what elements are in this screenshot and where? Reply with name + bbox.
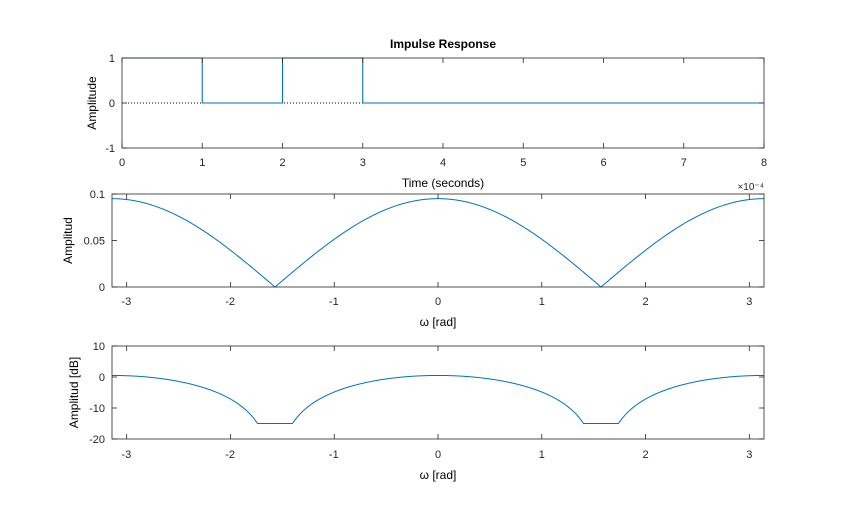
plot-content <box>112 374 764 424</box>
y-axis-label: Amplitude <box>85 76 99 130</box>
x-tick-label: 1 <box>539 449 545 461</box>
x-tick-label: 3 <box>746 296 752 308</box>
tick-marks <box>112 345 764 440</box>
x-axis-label: ω [rad] <box>420 315 457 329</box>
y-axis-label: Amplitud [dB] <box>67 357 81 428</box>
x-tick-label: -3 <box>121 449 131 461</box>
x-tick-label: 3 <box>746 449 752 461</box>
x-axis-label: ω [rad] <box>420 468 457 482</box>
x-tick-label: 0 <box>435 449 441 461</box>
x-tick-label: 8 <box>761 157 767 169</box>
plot-area <box>112 194 764 287</box>
y-tick-label: 1 <box>109 53 115 65</box>
y-tick-label: 0 <box>99 372 105 384</box>
x-axis-label: Time (seconds) <box>402 176 484 190</box>
x-tick-label: -1 <box>329 449 339 461</box>
y-tick-label: -1 <box>105 143 115 155</box>
magnitude-db-axes: -3 -2 -1 0 1 2 3 -20 -10 0 10 ω [rad] Am… <box>67 341 765 482</box>
x-tick-label: 6 <box>600 157 606 169</box>
impulse-response-axes: 0 1 2 3 4 5 6 7 8 -1 0 1 Impulse Respons… <box>85 37 767 190</box>
chart-title: Impulse Response <box>390 37 496 51</box>
x-tick-label: 2 <box>642 449 648 461</box>
y-tick-label: -10 <box>89 403 105 415</box>
plot-content <box>122 57 764 104</box>
x-tick-label: -1 <box>329 296 339 308</box>
impulse-response-line <box>122 57 764 104</box>
x-tick-label: 1 <box>539 296 545 308</box>
y-tick-label: 0.1 <box>90 189 105 201</box>
x-tick-label: -2 <box>225 449 235 461</box>
x-tick-label: -2 <box>225 296 235 308</box>
tick-marks <box>112 193 764 288</box>
axis-exponent-label: ×10⁻⁴ <box>737 182 764 193</box>
y-tick-label: 10 <box>93 341 105 353</box>
plot-area <box>112 346 764 439</box>
x-tick-label: 7 <box>681 157 687 169</box>
x-tick-label: 3 <box>360 157 366 169</box>
x-tick-label: -3 <box>121 296 131 308</box>
x-tick-label: 2 <box>642 296 648 308</box>
x-tick-label: 2 <box>279 157 285 169</box>
y-tick-label: 0.05 <box>84 236 105 248</box>
x-tick-label: 0 <box>435 296 441 308</box>
x-tick-label: 4 <box>440 157 446 169</box>
x-tick-label: 0 <box>119 157 125 169</box>
magnitude-db-line <box>112 374 764 424</box>
y-tick-label: 0 <box>99 282 105 294</box>
tick-marks <box>121 57 765 149</box>
y-tick-label: 0 <box>109 98 115 110</box>
y-axis-label: Amplitud <box>61 217 75 264</box>
magnitude-axes: -3 -2 -1 0 1 2 3 0 0.05 0.1 ×10⁻⁴ ω [rad… <box>61 182 765 329</box>
y-tick-label: -20 <box>89 434 105 446</box>
x-tick-label: 5 <box>520 157 526 169</box>
x-tick-label: 1 <box>199 157 205 169</box>
